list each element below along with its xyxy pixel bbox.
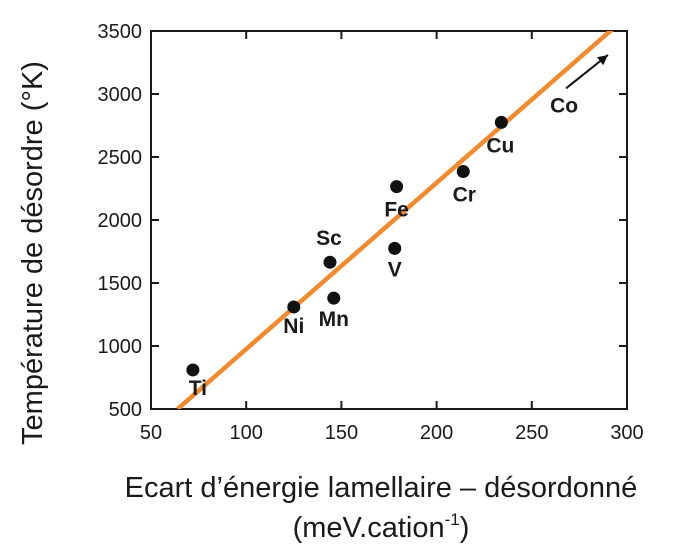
point-label-cu: Cu bbox=[486, 134, 514, 157]
point-label-v: V bbox=[388, 258, 402, 281]
data-point-cu bbox=[494, 115, 508, 129]
annotation-arrow-head bbox=[597, 54, 608, 66]
data-point-mn bbox=[327, 291, 341, 305]
data-point-ti bbox=[186, 363, 200, 377]
x-axis-label: Ecart d’énergie lamellaire – désordonné bbox=[125, 472, 638, 504]
point-label-sc: Sc bbox=[316, 227, 342, 250]
y-axis-label: Température de désordre (°K) bbox=[17, 61, 49, 445]
data-point-ni bbox=[287, 300, 301, 314]
point-label-mn: Mn bbox=[319, 308, 349, 331]
x-tick-label: 100 bbox=[230, 422, 263, 444]
point-label-ni: Ni bbox=[283, 315, 304, 338]
y-tick-label: 3000 bbox=[98, 84, 143, 106]
y-tick-label: 2000 bbox=[98, 210, 143, 232]
x-tick-label: 250 bbox=[515, 422, 548, 444]
y-tick-label: 1000 bbox=[98, 336, 143, 358]
y-tick-label: 3500 bbox=[98, 21, 143, 43]
annotation-label-co: Co bbox=[550, 94, 578, 117]
data-points-layer: Ti Ni Mn Sc V Fe Cr Cu bbox=[186, 115, 514, 400]
x-tick-label: 200 bbox=[420, 422, 453, 444]
data-point-sc bbox=[323, 255, 337, 269]
annotation-layer: Co bbox=[550, 54, 609, 117]
x-tick-label: 150 bbox=[325, 422, 358, 444]
point-label-fe: Fe bbox=[384, 199, 409, 222]
y-tick-label: 2500 bbox=[98, 147, 143, 169]
point-label-cr: Cr bbox=[453, 183, 476, 206]
x-tick-label: 300 bbox=[610, 422, 643, 444]
fit-line-layer bbox=[176, 31, 614, 409]
y-tick-label: 500 bbox=[109, 399, 142, 421]
x-axis-unit: (meV.cation-1) bbox=[293, 510, 470, 544]
data-point-v bbox=[388, 241, 402, 255]
x-tick-label: 50 bbox=[140, 422, 162, 444]
plot-area: 50 100 150 200 250 300 500 1000 1500 2000 2500 3000… bbox=[98, 21, 644, 444]
fit-line bbox=[176, 31, 614, 409]
y-tick-label: 1500 bbox=[98, 273, 143, 295]
data-point-fe bbox=[390, 180, 404, 194]
data-point-cr bbox=[456, 164, 470, 178]
point-label-ti: Ti bbox=[189, 377, 207, 400]
